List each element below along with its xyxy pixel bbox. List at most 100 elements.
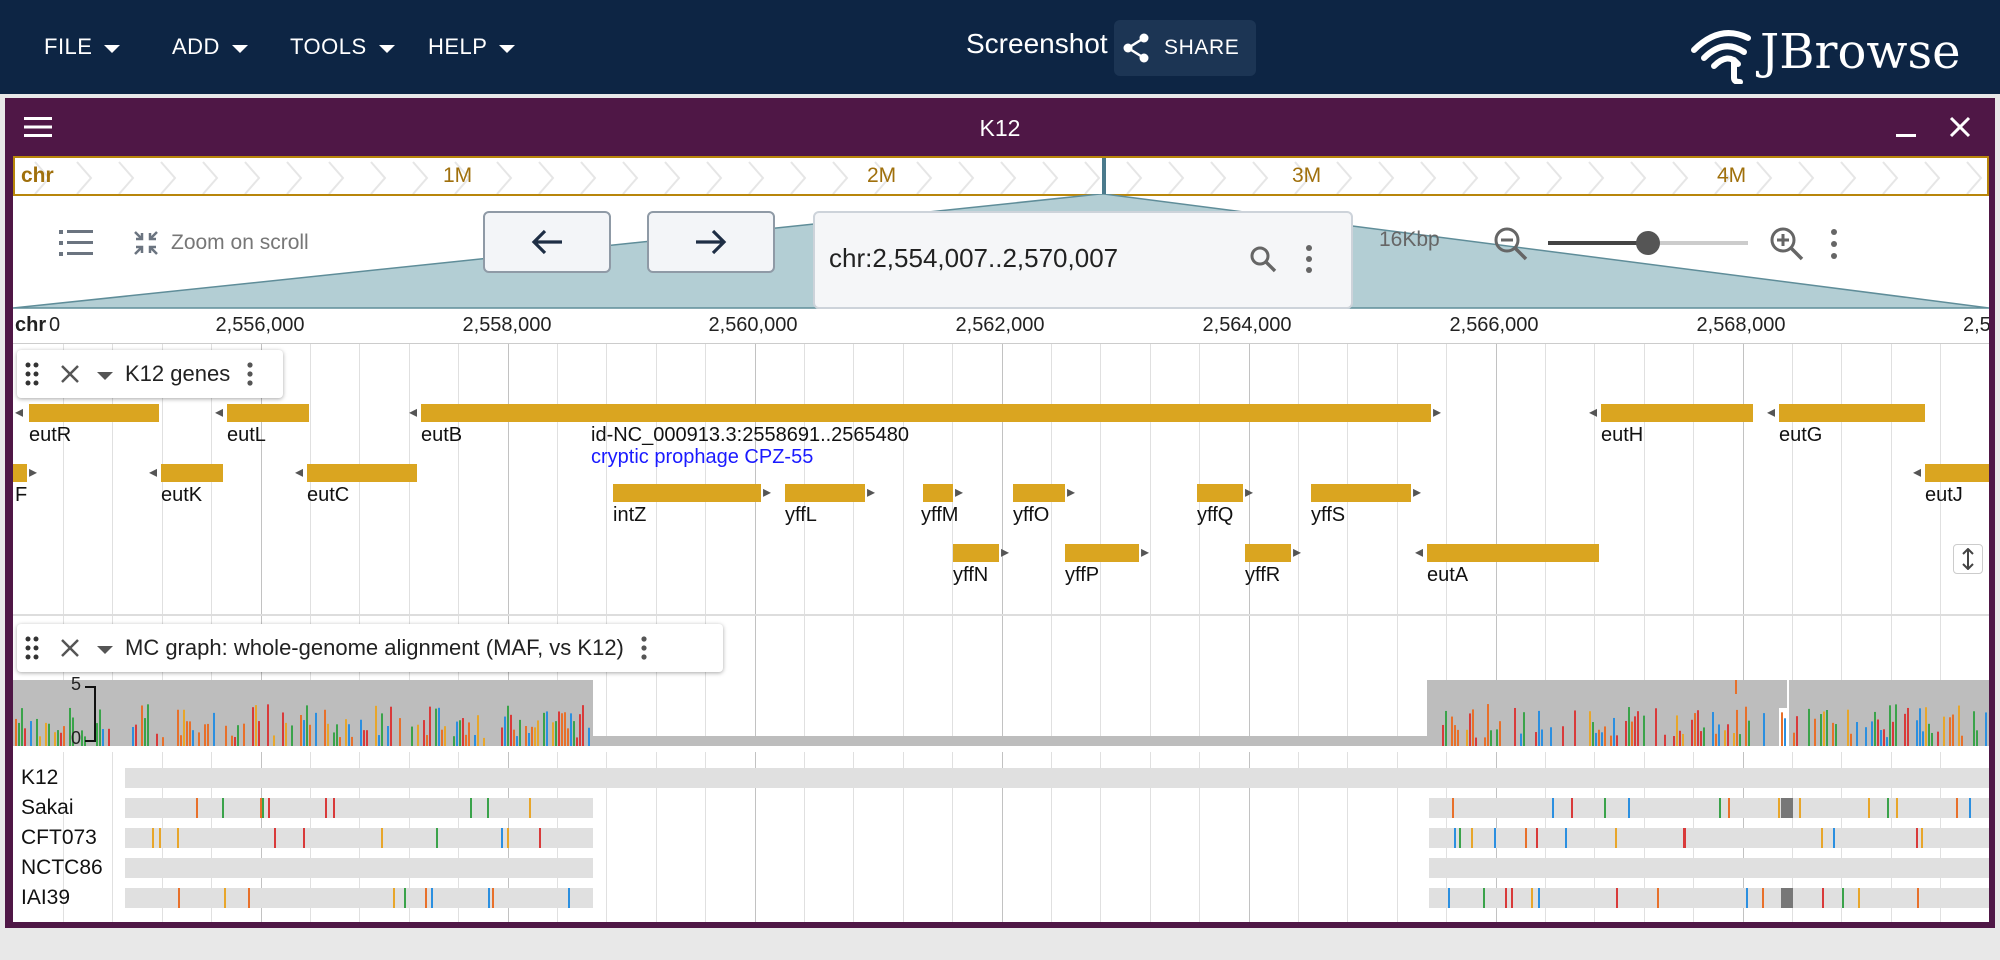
gene-yffP[interactable] bbox=[1065, 544, 1139, 562]
overview-chevron bbox=[1336, 161, 1353, 194]
gene-intZ[interactable] bbox=[613, 484, 761, 502]
gene-eutC[interactable] bbox=[307, 464, 417, 482]
zoom-in-icon[interactable] bbox=[1769, 226, 1805, 262]
coverage-bar bbox=[1919, 708, 1921, 746]
coverage-bar bbox=[1562, 726, 1564, 746]
gene-yffO[interactable] bbox=[1013, 484, 1065, 502]
overview-viewport-marker[interactable] bbox=[1102, 158, 1106, 194]
gridline bbox=[1891, 344, 1892, 922]
coverage-bar bbox=[18, 722, 20, 746]
coverage-bar bbox=[1880, 730, 1882, 746]
coverage-bar bbox=[1739, 734, 1741, 746]
chevron-down-icon[interactable] bbox=[97, 372, 113, 380]
coverage-bar bbox=[108, 728, 110, 746]
variant-block bbox=[1781, 798, 1793, 818]
coverage-bar bbox=[576, 737, 578, 746]
minimize-icon[interactable] bbox=[1896, 134, 1916, 138]
close-icon[interactable] bbox=[61, 639, 79, 657]
search-icon[interactable] bbox=[1249, 245, 1277, 273]
coverage-bar bbox=[381, 713, 383, 746]
close-icon[interactable] bbox=[1949, 116, 1971, 138]
gene-yffQ[interactable] bbox=[1197, 484, 1243, 502]
pan-left-button[interactable] bbox=[483, 211, 611, 273]
overview-chevron bbox=[1210, 161, 1227, 194]
pan-right-button[interactable] bbox=[647, 211, 775, 273]
zoom-slider-thumb[interactable] bbox=[1636, 231, 1660, 255]
gene-yffL[interactable] bbox=[785, 484, 865, 502]
gene-F[interactable] bbox=[13, 464, 27, 482]
zoom-slider[interactable] bbox=[1548, 231, 1748, 255]
overview-label-4m: 4M bbox=[1717, 164, 1747, 187]
coverage-bar bbox=[1475, 737, 1477, 746]
share-icon bbox=[1123, 33, 1149, 63]
menu-help[interactable]: HELP bbox=[428, 32, 516, 62]
overview-chevron bbox=[706, 161, 723, 194]
variant-mark bbox=[1537, 888, 1540, 908]
overview-chevron bbox=[286, 161, 303, 194]
drag-handle-icon[interactable] bbox=[25, 362, 39, 386]
overview-ruler[interactable]: chr 1M 2M 3M 4M bbox=[13, 156, 1989, 196]
coverage-bar bbox=[1895, 704, 1897, 746]
track-selector-icon[interactable] bbox=[59, 228, 93, 258]
gene-eutH[interactable] bbox=[1601, 404, 1753, 422]
gridline bbox=[1051, 344, 1052, 922]
location-input[interactable]: chr:2,554,007..2,570,007 bbox=[829, 243, 1119, 273]
scalebar-tick: 2,562,000 bbox=[955, 314, 1045, 336]
zoom-on-scroll-toggle[interactable]: Zoom on scroll bbox=[131, 228, 309, 258]
span-label: 16Kbp bbox=[1379, 228, 1440, 251]
gene-eutA[interactable] bbox=[1427, 544, 1599, 562]
coverage-bar bbox=[1538, 710, 1540, 746]
location-search-box[interactable]: chr:2,554,007..2,570,007 bbox=[813, 211, 1353, 309]
hamburger-menu-icon[interactable] bbox=[24, 116, 52, 138]
zoom-out-icon[interactable] bbox=[1493, 226, 1529, 262]
menu-tools[interactable]: TOOLS bbox=[290, 32, 395, 62]
overview-chevron bbox=[1168, 161, 1185, 194]
coverage-bar bbox=[48, 723, 50, 746]
gene-yffM[interactable] bbox=[923, 484, 953, 502]
scalebar[interactable]: chr 0 2,556,000 2,558,000 2,560,000 2,56… bbox=[13, 308, 1989, 344]
location-more-icon[interactable] bbox=[1305, 244, 1313, 274]
coverage-bar bbox=[1724, 730, 1726, 746]
share-label: SHARE bbox=[1164, 36, 1240, 59]
overview-chevron bbox=[1378, 161, 1395, 194]
gene-eutL[interactable] bbox=[227, 404, 309, 422]
coverage-bar bbox=[21, 708, 23, 746]
menu-add[interactable]: ADD bbox=[172, 32, 248, 62]
drag-handle-icon[interactable] bbox=[25, 636, 39, 660]
gene-eutB[interactable] bbox=[421, 404, 1431, 422]
share-button[interactable]: SHARE bbox=[1114, 20, 1256, 76]
sample-row bbox=[1429, 888, 1989, 908]
overview-chevron bbox=[1924, 161, 1941, 194]
track-menu-icon[interactable] bbox=[640, 635, 648, 661]
track-height-button[interactable] bbox=[1953, 544, 1983, 574]
view-more-icon[interactable] bbox=[1830, 228, 1838, 260]
gene-eutG[interactable] bbox=[1779, 404, 1925, 422]
genes-track[interactable]: K12 genes ◂ eutR ◂ eutL ◂ ▸ eutB id-NC_0… bbox=[13, 344, 1989, 616]
alignment-track[interactable]: MC graph: whole-genome alignment (MAF, v… bbox=[13, 620, 1989, 922]
gene-yffR[interactable] bbox=[1245, 544, 1291, 562]
gene-eutK[interactable] bbox=[161, 464, 223, 482]
gene-label: yffP bbox=[1065, 564, 1100, 586]
menu-file[interactable]: FILE bbox=[44, 32, 121, 62]
variant-mark bbox=[159, 828, 162, 848]
gene-yffN[interactable] bbox=[953, 544, 999, 562]
gridline bbox=[1002, 344, 1003, 922]
menu-add-label: ADD bbox=[172, 34, 220, 59]
variant-mark bbox=[262, 798, 265, 818]
session-title[interactable]: Screenshot bbox=[966, 28, 1108, 59]
coverage-bar bbox=[360, 719, 362, 746]
chevron-down-icon[interactable] bbox=[97, 646, 113, 654]
track-menu-icon[interactable] bbox=[246, 361, 254, 387]
gene-yffS[interactable] bbox=[1311, 484, 1411, 502]
gene-eutR[interactable] bbox=[29, 404, 159, 422]
coverage-bar bbox=[207, 723, 209, 746]
gridline bbox=[1841, 344, 1842, 922]
close-icon[interactable] bbox=[61, 365, 79, 383]
coverage-bar bbox=[183, 709, 185, 746]
gridline bbox=[1397, 344, 1398, 922]
variant-mark bbox=[177, 828, 180, 848]
gene-eutJ[interactable] bbox=[1925, 464, 1989, 482]
coverage-bar bbox=[81, 730, 83, 746]
overview-chevron bbox=[832, 161, 849, 194]
variant-mark bbox=[196, 798, 199, 818]
